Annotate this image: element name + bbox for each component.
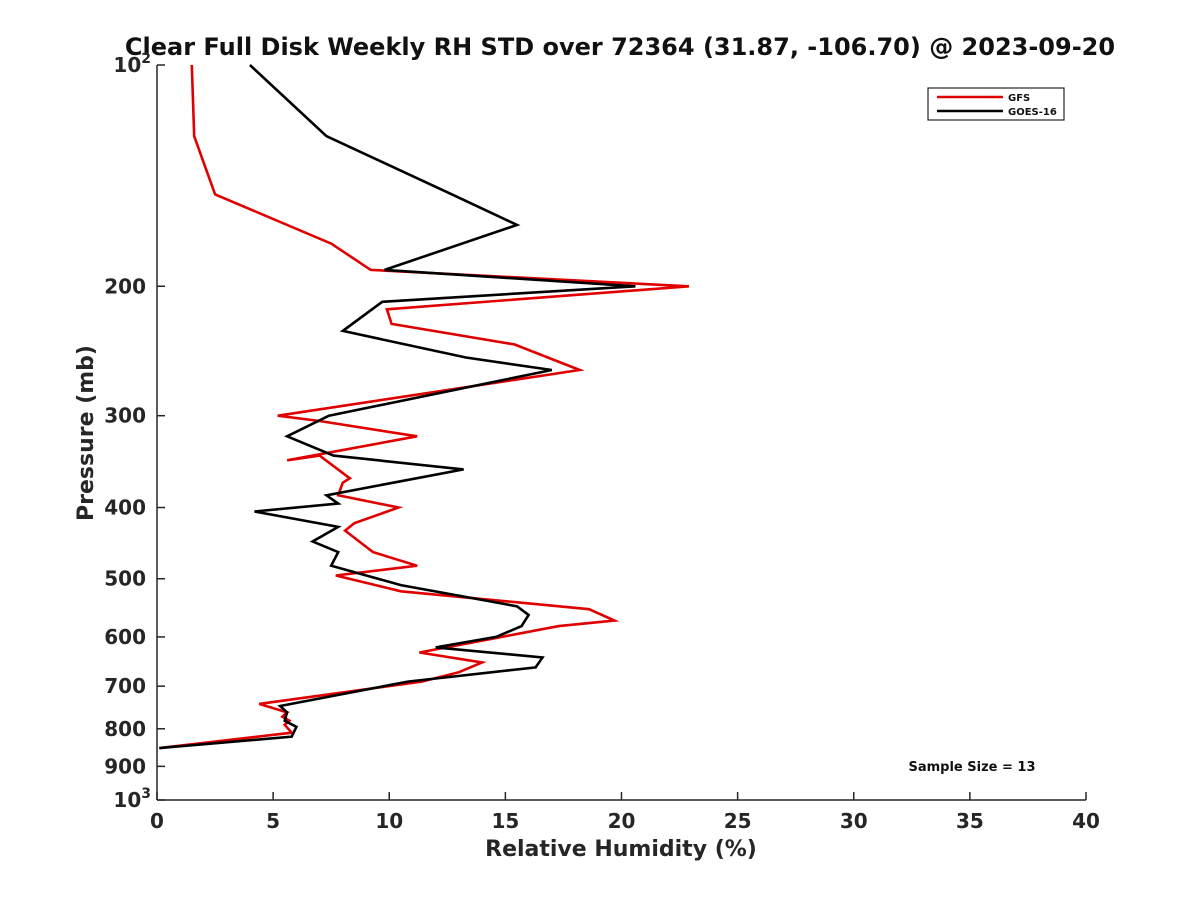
sample-size-annotation: Sample Size = 13 [908,760,1035,775]
y-tick-label: 500 [104,567,146,591]
x-tick-label: 20 [608,809,636,833]
y-tick-label: 200 [104,274,146,298]
y-axis-ticks: 102 200 300 400 500 600 700 800 900 103 [104,51,165,812]
y-tick-label: 103 [113,786,151,812]
y-tick-label: 700 [104,674,146,698]
legend-label-gfs: GFS [1008,93,1030,104]
x-axis-ticks: 0 5 10 15 20 25 30 35 40 [150,792,1100,833]
chart-title: Clear Full Disk Weekly RH STD over 72364… [125,33,1115,61]
x-tick-label: 30 [840,809,868,833]
y-axis-label: Pressure (mb) [74,345,99,521]
legend-box [927,87,1065,121]
x-tick-label: 25 [724,809,752,833]
x-tick-label: 35 [956,809,984,833]
x-axis-label: Relative Humidity (%) [485,837,757,862]
plot-area [159,64,689,750]
x-tick-label: 40 [1072,809,1100,833]
y-tick-label: 800 [104,717,146,741]
x-tick-label: 10 [375,809,403,833]
x-tick-label: 0 [150,809,164,833]
y-tick-label: 900 [104,754,146,778]
legend-label-goes16: GOES-16 [1008,107,1057,118]
x-tick-label: 15 [491,809,519,833]
y-tick-label: 400 [104,496,146,520]
series-line-goes16 [159,64,636,750]
series-line-gfs [159,64,689,750]
y-tick-label: 300 [104,404,146,428]
legend: GFS GOES-16 [927,87,1065,121]
y-tick-label: 600 [104,625,146,649]
x-tick-label: 5 [266,809,280,833]
y-tick-label: 102 [113,51,151,77]
